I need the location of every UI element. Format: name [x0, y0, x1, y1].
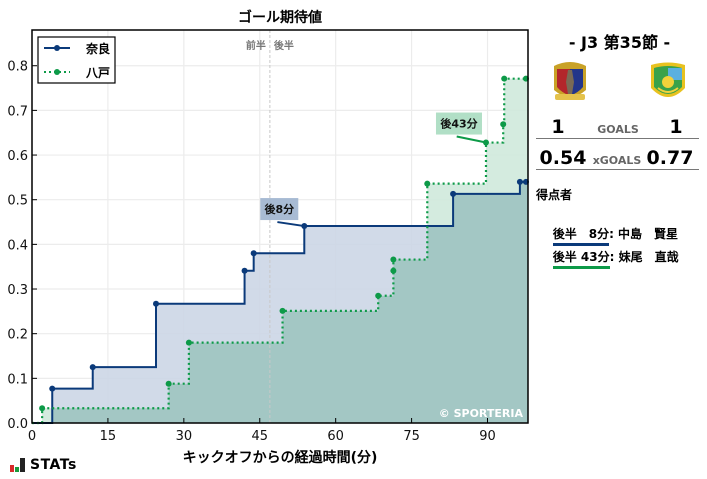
goal-chance-marker — [49, 385, 56, 392]
goal-chance-marker — [279, 307, 286, 314]
x-tick-label: 75 — [403, 429, 420, 444]
x-tick-label: 15 — [100, 429, 117, 444]
y-tick-label: 0.7 — [7, 104, 28, 119]
goal-chance-marker — [250, 250, 257, 257]
series-line — [32, 180, 528, 424]
goals-label: GOALS — [597, 123, 639, 136]
watermark: © SPORTERIA — [439, 407, 524, 420]
goal-chance-marker — [450, 190, 457, 197]
annotation-pointer — [277, 221, 305, 228]
legend-label: 奈良 — [85, 41, 110, 56]
stats-logo-text: STATs — [30, 457, 77, 473]
y-tick-label: 0.5 — [7, 194, 28, 209]
annotation-box — [435, 112, 482, 135]
goal-chance-marker — [500, 121, 507, 128]
goal-chance-marker — [390, 256, 397, 263]
goal-chance-marker — [390, 267, 397, 274]
annotation-label: 後43分 — [440, 117, 477, 131]
scorer-time: 後半 8分 — [552, 225, 610, 246]
y-tick-label: 0.0 — [7, 417, 28, 432]
second-half-label: 後半 — [274, 39, 294, 52]
scorer-item: 後半 8分: 中島 賢星 — [536, 211, 678, 260]
x-tick-label: 45 — [251, 429, 268, 444]
away-crest-icon — [651, 62, 685, 97]
goal-chance-marker — [89, 364, 96, 371]
annotation-box — [260, 198, 299, 221]
x-tick-label: 0 — [28, 429, 36, 444]
home-crest-icon — [554, 62, 586, 100]
xgoals-label: xGOALS — [592, 154, 642, 167]
legend-marker — [54, 45, 60, 51]
home-goals: 1 — [551, 116, 565, 138]
x-tick-label: 30 — [176, 429, 193, 444]
x-tick-label: 90 — [479, 429, 496, 444]
goal-chance-marker — [185, 339, 192, 346]
x-tick-label: 60 — [327, 429, 344, 444]
goal-chance-marker — [424, 180, 431, 187]
xgoals-row: 0.54 xGOALS 0.77 — [536, 147, 699, 170]
y-tick-label: 0.4 — [7, 238, 28, 253]
away-xgoals: 0.77 — [646, 147, 694, 169]
annotation-pointer — [456, 135, 487, 144]
y-tick-label: 0.8 — [7, 60, 28, 75]
goal-chance-marker — [241, 267, 248, 274]
y-tick-label: 0.3 — [7, 283, 28, 298]
overlap-fill — [32, 181, 528, 423]
scorers-title: 得点者 — [536, 188, 573, 202]
x-axis-label: キックオフからの経過時間(分) — [183, 449, 378, 466]
legend-box — [37, 36, 116, 84]
goal-chance-marker — [501, 75, 508, 82]
y-tick-label: 0.6 — [7, 149, 28, 164]
match-title: - J3 第35節 - — [568, 33, 671, 52]
bar-chart-icon — [10, 458, 25, 472]
scorer-time: 後半 43分 — [552, 248, 610, 269]
first-half-label: 前半 — [246, 39, 266, 52]
legend-label: 八戸 — [85, 66, 110, 80]
plot-frame — [31, 29, 529, 424]
goal-chance-marker — [39, 405, 46, 412]
stats-logo: STATs — [10, 458, 77, 472]
y-tick-label: 0.2 — [7, 328, 28, 343]
y-tick-label: 0.1 — [7, 372, 28, 387]
goal-chance-marker — [516, 178, 523, 185]
chart-title: ゴール期待値 — [238, 9, 322, 26]
goal-chance-marker — [375, 292, 382, 299]
scorer-item: 後半 43分: 妹尾 直哉 — [536, 234, 679, 283]
home-xgoals: 0.54 — [539, 147, 587, 169]
scorer-name: : 妹尾 直哉 — [609, 250, 679, 264]
goal-chance-marker — [153, 300, 159, 307]
annotation-label: 後8分 — [264, 202, 294, 216]
goals-row: 1 GOALS 1 — [536, 116, 699, 139]
legend-marker — [54, 69, 60, 75]
scorer-name: : 中島 賢星 — [609, 227, 679, 241]
away-goals: 1 — [669, 116, 683, 138]
goal-chance-marker — [165, 380, 172, 387]
